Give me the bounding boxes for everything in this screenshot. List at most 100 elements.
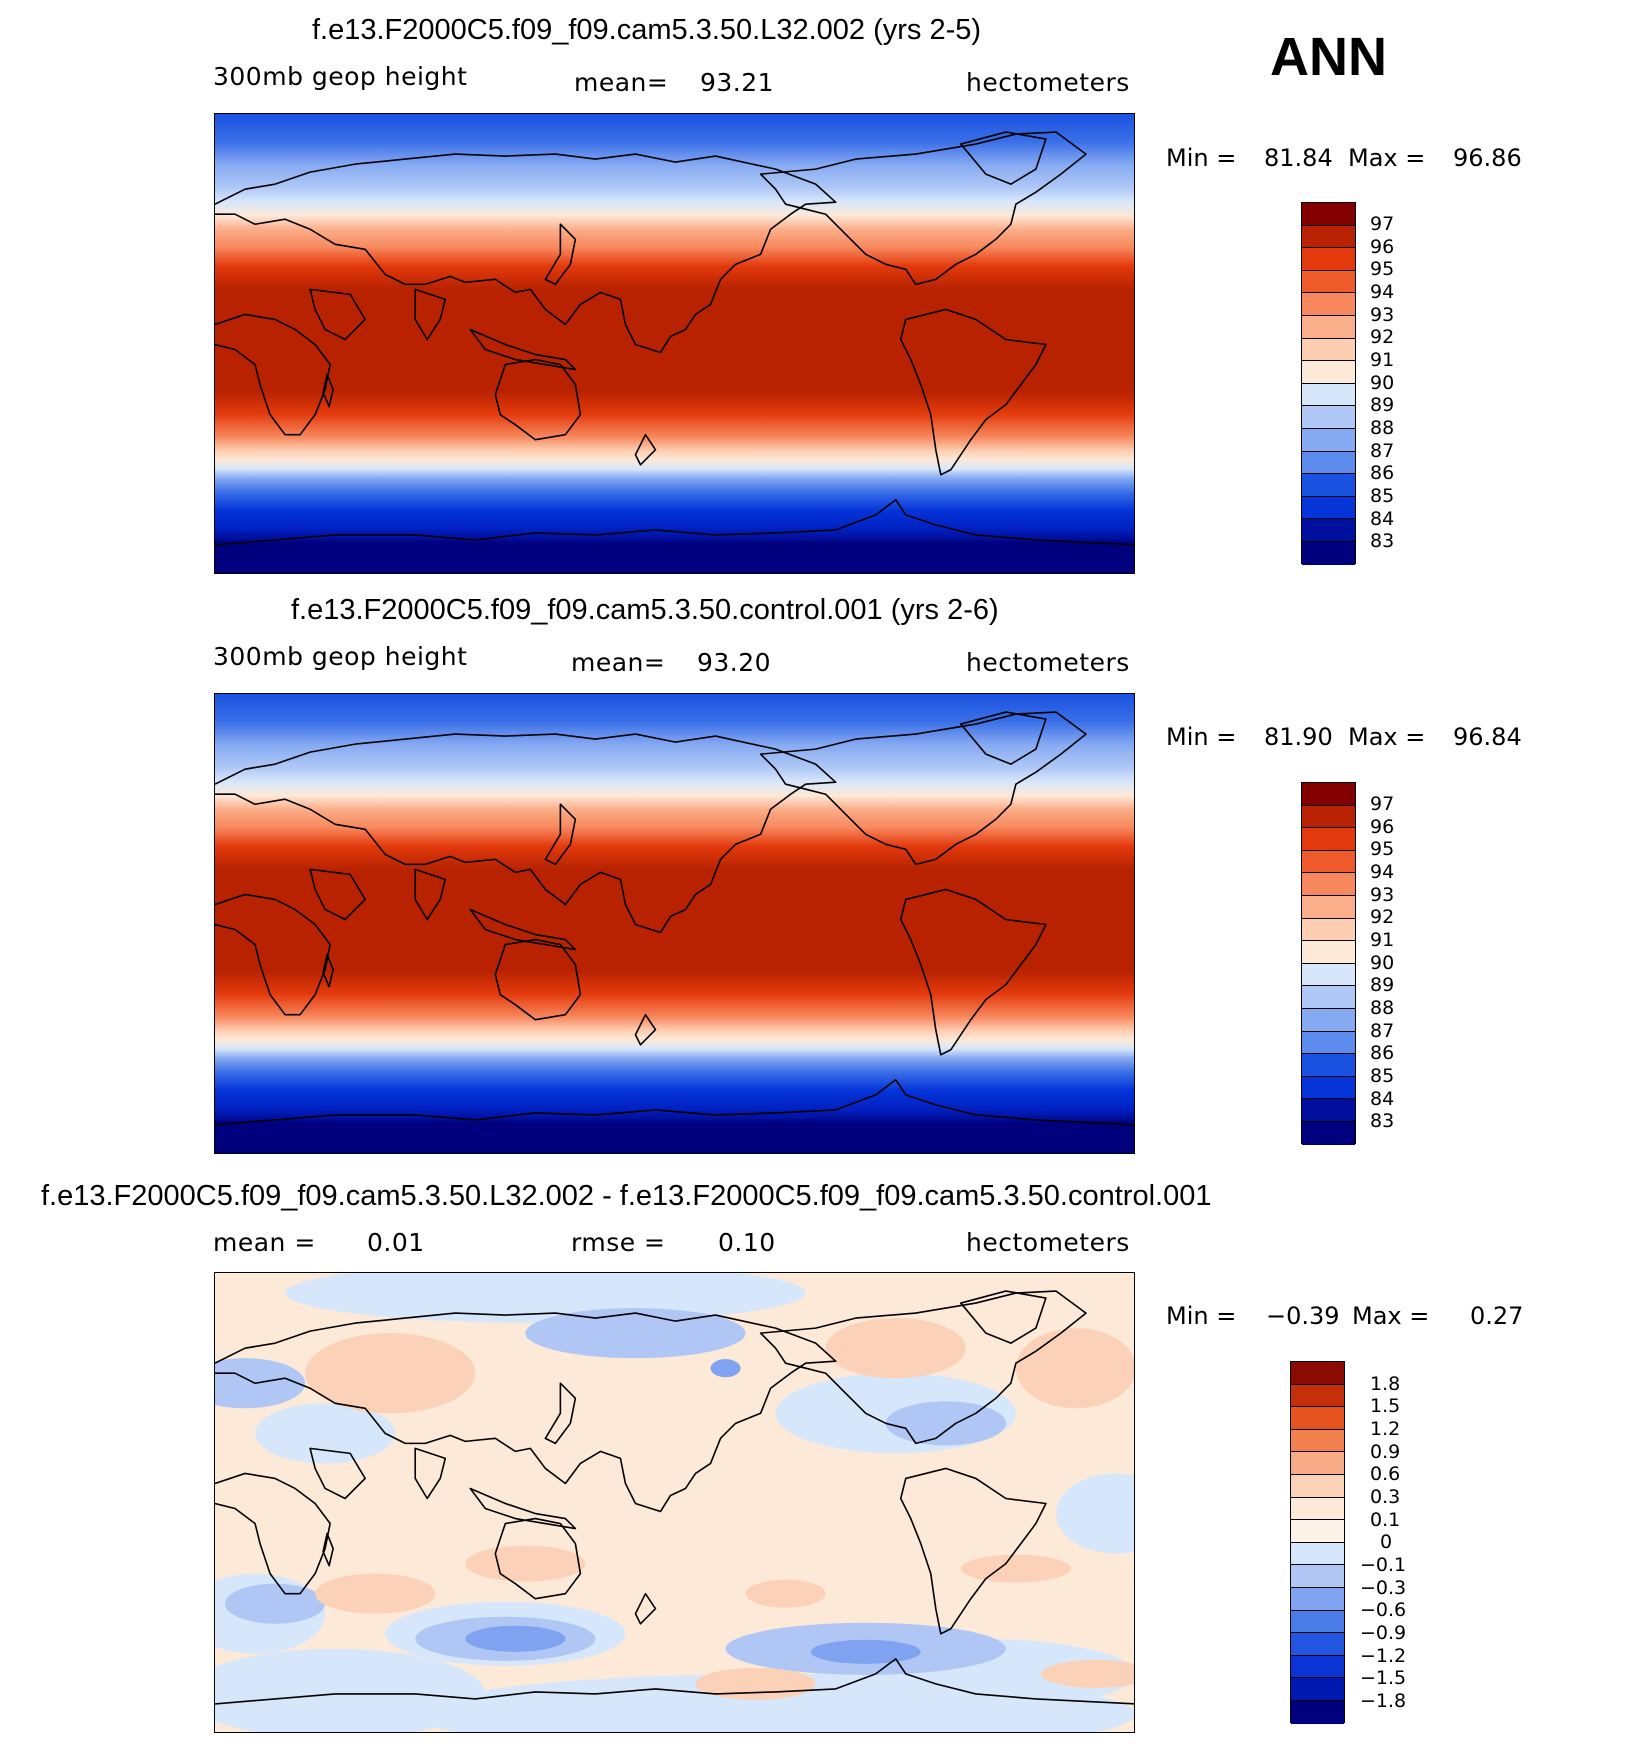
panel1-min-value: 81.84 xyxy=(1264,144,1333,172)
panel1-colorbar-swatch xyxy=(1302,361,1355,384)
panel2-min-label: Min = xyxy=(1166,723,1237,751)
coast-greenland xyxy=(960,1290,1047,1344)
panel1-colorbar-swatch xyxy=(1302,338,1355,362)
panel3-level-label: 0.1 xyxy=(1370,1509,1401,1531)
panel3-min-label: Min = xyxy=(1166,1302,1237,1330)
panel3-colorbar-swatch xyxy=(1291,1678,1344,1701)
panel2-colorbar-swatch xyxy=(1302,986,1355,1009)
coast-africa xyxy=(215,893,331,1016)
panel3-colorbar-swatch xyxy=(1291,1474,1344,1498)
coast-north-america xyxy=(759,711,1087,866)
panel1-colorbar-swatch xyxy=(1302,315,1355,339)
panel1-level-label: 86 xyxy=(1370,462,1395,484)
panel3-map xyxy=(214,1272,1135,1733)
coast-arabia xyxy=(309,288,366,341)
panel2-colorbar-swatch xyxy=(1302,963,1355,987)
panel1-level-label: 92 xyxy=(1370,326,1395,348)
panel1-mean-value: 93.21 xyxy=(700,68,775,97)
panel2-level-label: 83 xyxy=(1370,1110,1395,1132)
coast-madagascar xyxy=(322,373,334,408)
panel3-colorbar-swatch xyxy=(1291,1429,1344,1453)
panel3-level-label: −0.9 xyxy=(1360,1622,1407,1644)
panel3-mean-label: mean = xyxy=(213,1228,316,1257)
panel2-min-value: 81.90 xyxy=(1264,723,1333,751)
panel3-rmse-value: 0.10 xyxy=(718,1228,776,1257)
panel3-colorbar-swatch xyxy=(1291,1587,1344,1611)
coast-japan xyxy=(544,1382,577,1445)
panel1-level-label: 89 xyxy=(1370,394,1395,416)
panel2-map xyxy=(214,693,1135,1154)
panel2-level-label: 86 xyxy=(1370,1042,1395,1064)
panel1-level-label: 91 xyxy=(1370,349,1395,371)
panel2-level-label: 90 xyxy=(1370,952,1395,974)
coast-india xyxy=(414,1447,447,1500)
panel3-level-label: 0.6 xyxy=(1370,1463,1401,1485)
coast-eurasia xyxy=(215,153,837,354)
panel2-colorbar-swatch xyxy=(1302,941,1355,964)
panel3-colorbar-swatch xyxy=(1291,1362,1344,1385)
panel2-level-label: 96 xyxy=(1370,816,1395,838)
panel1-min-label: Min = xyxy=(1166,144,1237,172)
panel1-colorbar-swatch xyxy=(1302,519,1355,542)
coast-arabia xyxy=(309,1447,366,1500)
coast-south-america xyxy=(899,308,1047,476)
panel3-colorbar-swatch xyxy=(1291,1610,1344,1634)
coast-maritime xyxy=(469,328,577,371)
coast-antarctica xyxy=(215,1079,1134,1126)
panel1-level-label: 87 xyxy=(1370,440,1395,462)
panel3-level-label: −0.6 xyxy=(1360,1599,1407,1621)
coast-south-america xyxy=(899,1467,1047,1635)
panel3-min-value: −0.39 xyxy=(1266,1302,1340,1330)
panel2-colorbar-swatch xyxy=(1302,1076,1355,1100)
panel1-level-label: 85 xyxy=(1370,485,1395,507)
panel3-level-label: −1.5 xyxy=(1360,1667,1407,1689)
field-shading xyxy=(215,114,1134,573)
panel1-colorbar-swatch xyxy=(1302,270,1355,294)
coast-maritime xyxy=(469,908,577,951)
panel2-colorbar-swatch xyxy=(1302,918,1355,942)
panel3-title: f.e13.F2000C5.f09_f09.cam5.3.50.L32.002 … xyxy=(41,1180,1212,1212)
panel3-level-label: −1.8 xyxy=(1360,1690,1407,1712)
panel1-variable: 300mb geop height xyxy=(213,62,468,91)
panel1-level-label: 95 xyxy=(1370,258,1395,280)
coast-north-america xyxy=(759,131,1087,286)
panel3-colorbar-swatch xyxy=(1291,1542,1344,1566)
panel3-level-label: −1.2 xyxy=(1360,1645,1407,1667)
season-label: ANN xyxy=(1270,27,1387,87)
panel1-colorbar-swatch xyxy=(1302,406,1355,429)
panel2-level-label: 94 xyxy=(1370,861,1395,883)
panel3-mean-value: 0.01 xyxy=(367,1228,425,1257)
panel1-title: f.e13.F2000C5.f09_f09.cam5.3.50.L32.002 … xyxy=(312,14,982,46)
coast-antarctica xyxy=(215,1658,1134,1705)
panel3-units: hectometers xyxy=(966,1228,1130,1257)
panel3-max-value: 0.27 xyxy=(1470,1302,1524,1330)
panel2-colorbar-swatch xyxy=(1302,1054,1355,1077)
panel1-colorbar-swatch xyxy=(1302,541,1355,565)
panel2-title: f.e13.F2000C5.f09_f09.cam5.3.50.control.… xyxy=(291,594,999,626)
panel2-level-label: 97 xyxy=(1370,793,1395,815)
panel3-level-label: −0.1 xyxy=(1360,1554,1407,1576)
coast-madagascar xyxy=(322,953,334,988)
coast-eurasia xyxy=(215,733,837,934)
panel3-colorbar-swatch xyxy=(1291,1520,1344,1543)
panel1-colorbar-swatch xyxy=(1302,293,1355,316)
panel1-colorbar-swatch xyxy=(1302,383,1355,407)
panel1-colorbar-swatch xyxy=(1302,428,1355,452)
panel2-level-label: 93 xyxy=(1370,884,1395,906)
panel2-level-label: 88 xyxy=(1370,997,1395,1019)
panel1-max-label: Max = xyxy=(1348,144,1426,172)
panel2-colorbar-swatch xyxy=(1302,1008,1355,1032)
coast-newzealand xyxy=(634,1592,657,1625)
coast-japan xyxy=(544,223,577,286)
panel3-colorbar-swatch xyxy=(1291,1384,1344,1408)
coast-japan xyxy=(544,803,577,866)
panel2-level-label: 92 xyxy=(1370,906,1395,928)
panel2-colorbar-swatch xyxy=(1302,805,1355,829)
panel2-colorbar-swatch xyxy=(1302,895,1355,919)
coast-maritime xyxy=(469,1487,577,1530)
panel1-map xyxy=(214,113,1135,574)
panel3-colorbar-swatch xyxy=(1291,1700,1344,1724)
panel3-colorbar-swatch xyxy=(1291,1497,1344,1521)
panel1-max-value: 96.86 xyxy=(1453,144,1522,172)
panel2-mean-value: 93.20 xyxy=(697,648,772,677)
